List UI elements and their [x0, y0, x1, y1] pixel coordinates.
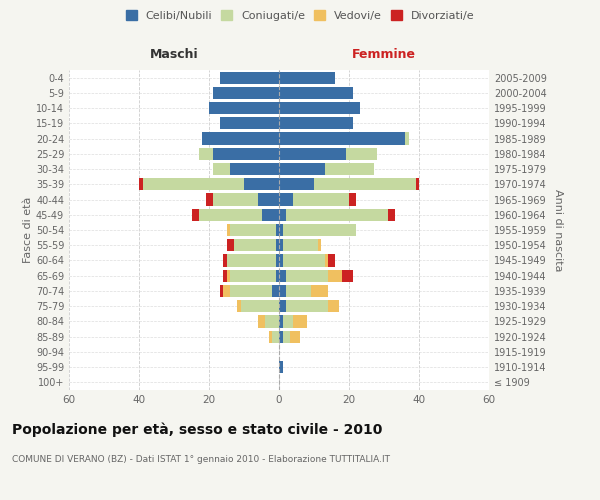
Bar: [233, 239, 275, 252]
Bar: [279, 117, 353, 130]
Bar: [290, 330, 300, 343]
Bar: [199, 208, 262, 221]
Bar: [191, 208, 199, 221]
Bar: [314, 178, 415, 190]
Bar: [209, 102, 279, 114]
Bar: [279, 194, 293, 205]
Bar: [293, 316, 307, 328]
Bar: [279, 178, 314, 190]
Bar: [237, 300, 241, 312]
Bar: [199, 148, 212, 160]
Bar: [388, 208, 395, 221]
Bar: [227, 254, 275, 266]
Bar: [328, 300, 338, 312]
Bar: [325, 254, 328, 266]
Bar: [262, 208, 279, 221]
Bar: [279, 72, 335, 84]
Bar: [283, 239, 317, 252]
Bar: [227, 224, 230, 236]
Bar: [275, 239, 279, 252]
Bar: [230, 270, 275, 282]
Y-axis label: Fasce di età: Fasce di età: [23, 197, 33, 263]
Bar: [275, 224, 279, 236]
Bar: [223, 254, 227, 266]
Bar: [230, 285, 272, 297]
Bar: [279, 102, 359, 114]
Y-axis label: Anni di nascita: Anni di nascita: [553, 188, 563, 271]
Bar: [279, 361, 283, 373]
Text: Femmine: Femmine: [352, 48, 416, 61]
Bar: [279, 224, 283, 236]
Bar: [202, 132, 279, 144]
Bar: [258, 194, 279, 205]
Text: COMUNE DI VERANO (BZ) - Dati ISTAT 1° gennaio 2010 - Elaborazione TUTTITALIA.IT: COMUNE DI VERANO (BZ) - Dati ISTAT 1° ge…: [12, 455, 390, 464]
Bar: [279, 132, 405, 144]
Bar: [143, 178, 244, 190]
Bar: [279, 300, 286, 312]
Bar: [272, 285, 279, 297]
Bar: [286, 208, 388, 221]
Bar: [415, 178, 419, 190]
Bar: [223, 285, 230, 297]
Bar: [279, 239, 283, 252]
Bar: [212, 194, 258, 205]
Bar: [220, 117, 279, 130]
Bar: [275, 254, 279, 266]
Bar: [230, 163, 279, 175]
Bar: [279, 330, 283, 343]
Bar: [279, 254, 283, 266]
Bar: [279, 148, 346, 160]
Bar: [279, 270, 286, 282]
Bar: [283, 330, 290, 343]
Bar: [286, 300, 328, 312]
Bar: [269, 330, 272, 343]
Bar: [212, 163, 230, 175]
Bar: [328, 270, 342, 282]
Bar: [279, 208, 286, 221]
Bar: [279, 285, 286, 297]
Legend: Celibi/Nubili, Coniugati/e, Vedovi/e, Divorziati/e: Celibi/Nubili, Coniugati/e, Vedovi/e, Di…: [124, 8, 476, 23]
Bar: [317, 239, 321, 252]
Bar: [230, 224, 275, 236]
Text: Maschi: Maschi: [149, 48, 199, 61]
Bar: [227, 270, 230, 282]
Bar: [325, 163, 373, 175]
Bar: [220, 285, 223, 297]
Bar: [212, 148, 279, 160]
Bar: [205, 194, 212, 205]
Bar: [283, 316, 293, 328]
Bar: [293, 194, 349, 205]
Bar: [220, 72, 279, 84]
Bar: [286, 285, 311, 297]
Bar: [286, 270, 328, 282]
Bar: [212, 87, 279, 99]
Bar: [223, 270, 227, 282]
Bar: [405, 132, 409, 144]
Bar: [265, 316, 279, 328]
Bar: [283, 254, 325, 266]
Bar: [241, 300, 279, 312]
Bar: [139, 178, 143, 190]
Bar: [258, 316, 265, 328]
Bar: [279, 163, 325, 175]
Bar: [328, 254, 335, 266]
Bar: [311, 285, 328, 297]
Bar: [349, 194, 356, 205]
Bar: [244, 178, 279, 190]
Bar: [279, 87, 353, 99]
Bar: [227, 239, 233, 252]
Bar: [272, 330, 279, 343]
Bar: [346, 148, 377, 160]
Bar: [342, 270, 353, 282]
Bar: [283, 224, 356, 236]
Text: Popolazione per età, sesso e stato civile - 2010: Popolazione per età, sesso e stato civil…: [12, 422, 382, 437]
Bar: [279, 316, 283, 328]
Bar: [275, 270, 279, 282]
